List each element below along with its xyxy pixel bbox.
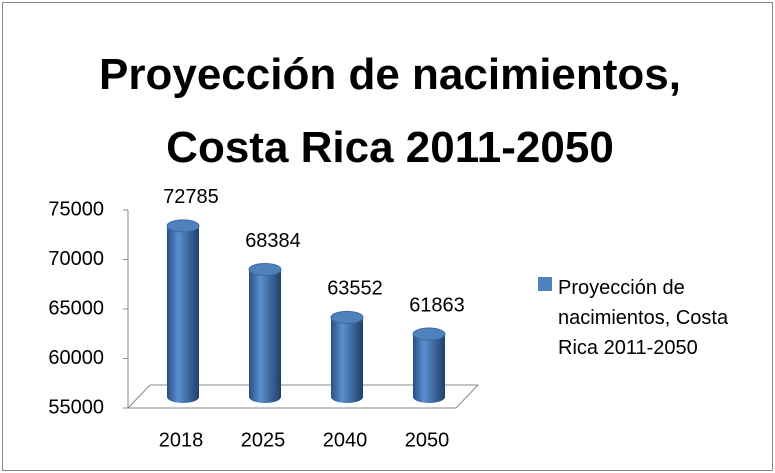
y-tick-label: 70000 (48, 248, 104, 270)
y-tick-label: 55000 (48, 396, 104, 418)
bar-top (330, 310, 364, 324)
data-label: 68384 (245, 230, 301, 252)
x-tick-label: 2040 (323, 429, 368, 451)
bar (167, 225, 199, 403)
y-tick-label: 65000 (48, 297, 104, 319)
data-label: 72785 (163, 186, 219, 208)
bar-top (248, 262, 282, 276)
floor (126, 384, 480, 409)
bar (331, 317, 363, 403)
chart-title: Proyección de nacimientos, Costa Rica 20… (99, 50, 681, 172)
x-tick-label: 2025 (241, 429, 286, 451)
x-tick-label: 2018 (159, 429, 204, 451)
data-label: 61863 (409, 294, 465, 316)
x-tick-label: 2050 (405, 429, 450, 451)
y-tick-label: 75000 (48, 198, 104, 220)
bar-top (166, 219, 200, 233)
bar (413, 334, 445, 403)
bar-top (412, 327, 446, 341)
legend-label: Proyección de nacimientos, Costa Rica 20… (558, 277, 729, 359)
y-tick-label: 60000 (48, 347, 104, 369)
legend-swatch (538, 277, 552, 291)
bar (249, 269, 281, 403)
data-label: 63552 (327, 278, 383, 300)
